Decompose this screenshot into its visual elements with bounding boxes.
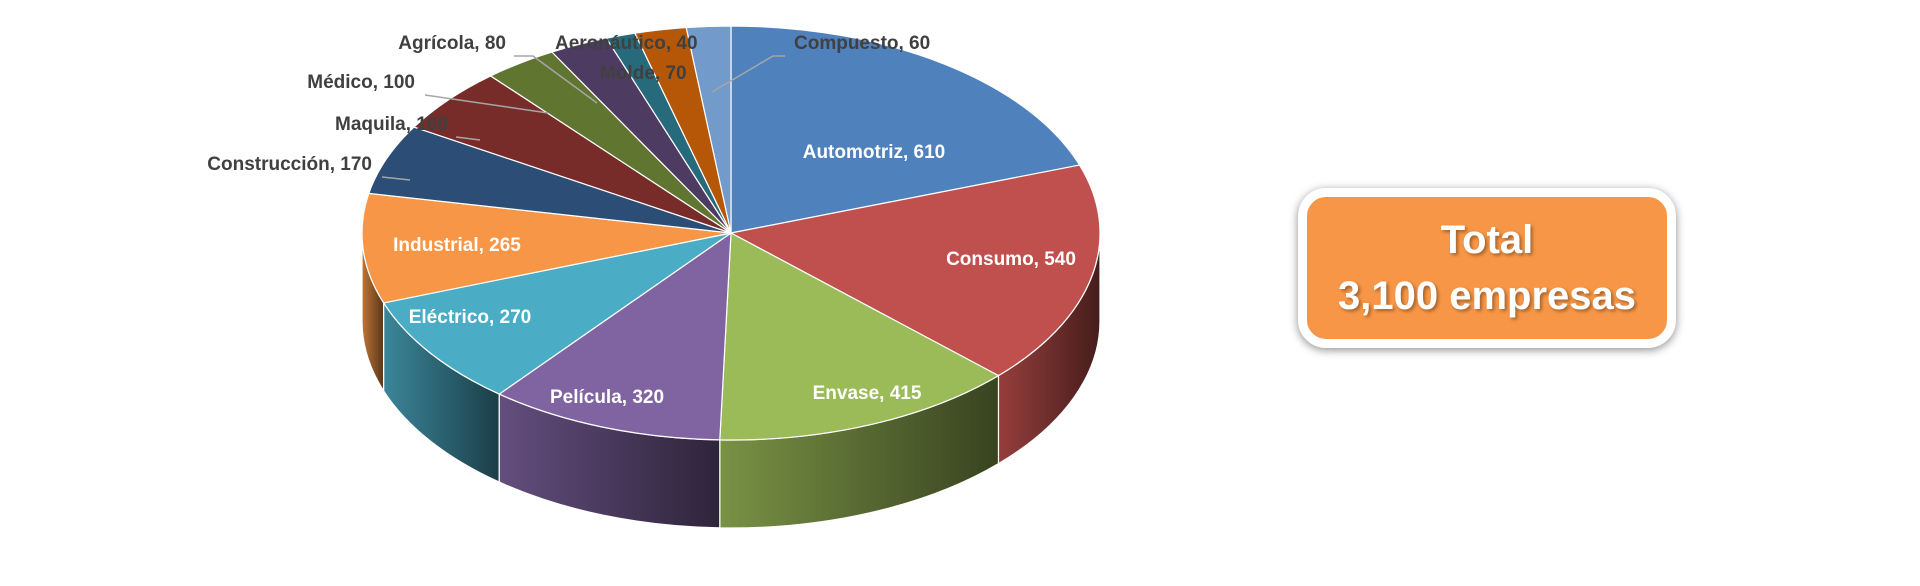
leader-line-construcción (381, 176, 411, 181)
data-label-envase: Envase, 415 (813, 383, 922, 404)
leader-line-médico (424, 94, 549, 114)
data-label-construcción: Construcción, 170 (207, 154, 372, 175)
data-label-aeronáutico: Aeronáutico, 40 (555, 33, 698, 54)
data-label-eléctrico: Eléctrico, 270 (409, 307, 532, 328)
slice-película (498, 232, 732, 441)
data-label-automotriz: Automotriz, 610 (803, 142, 946, 163)
leader-lines (381, 55, 785, 181)
data-labels: Automotriz, 610 Consumo, 540 Envase, 415 Pe… (207, 33, 1076, 408)
total-box: Total 3,100 empresas (1298, 188, 1676, 348)
slice-envase (719, 232, 1000, 441)
slice-industrial (361, 192, 732, 304)
slice-eléctrico (383, 232, 732, 395)
pie-slices (361, 25, 1101, 441)
total-title: Total (1440, 218, 1534, 262)
data-label-consumo: Consumo, 540 (946, 249, 1076, 270)
leader-line-agrícola (514, 55, 598, 104)
data-label-agrícola: Agrícola, 80 (398, 33, 506, 54)
slice-compuesto (685, 25, 732, 234)
data-label-médico: Médico, 100 (307, 72, 415, 93)
data-label-molde: Molde, 70 (600, 63, 687, 84)
data-label-maquila: Maquila, 160 (335, 114, 448, 135)
data-label-película: Película, 320 (550, 387, 664, 408)
slice-consumo (730, 164, 1101, 377)
slice-automotriz (730, 25, 1081, 234)
data-label-industrial: Industrial, 265 (393, 235, 521, 256)
total-companies: 3,100 empresas (1337, 274, 1636, 318)
data-label-compuesto: Compuesto, 60 (794, 33, 930, 54)
leader-line-compuesto (711, 55, 785, 93)
leader-line-maquila (455, 136, 481, 141)
